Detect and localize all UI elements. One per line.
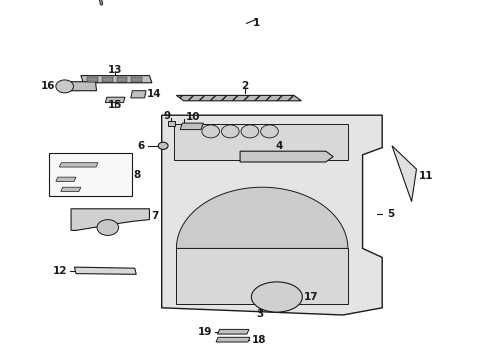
Text: 2: 2 [242, 81, 248, 91]
Circle shape [97, 220, 119, 235]
Polygon shape [56, 177, 76, 181]
Bar [102, 77, 113, 82]
Text: 9: 9 [163, 111, 170, 121]
Text: 17: 17 [304, 292, 318, 302]
Polygon shape [216, 337, 250, 342]
Polygon shape [392, 146, 416, 202]
Bar [49, 153, 132, 196]
Bar [117, 77, 127, 82]
Polygon shape [240, 151, 333, 162]
Ellipse shape [251, 282, 302, 312]
Text: 13: 13 [108, 65, 122, 75]
Polygon shape [176, 187, 348, 248]
Text: 1: 1 [252, 18, 260, 28]
Polygon shape [81, 76, 152, 83]
Polygon shape [168, 121, 175, 126]
Polygon shape [180, 123, 203, 130]
Circle shape [221, 125, 239, 138]
Polygon shape [174, 124, 348, 160]
Text: 11: 11 [419, 171, 434, 181]
Circle shape [202, 125, 220, 138]
Polygon shape [176, 248, 348, 304]
Text: 4: 4 [275, 141, 283, 151]
Text: 18: 18 [252, 335, 267, 345]
Polygon shape [176, 95, 301, 101]
Polygon shape [162, 115, 382, 315]
Polygon shape [218, 329, 249, 334]
Polygon shape [69, 82, 97, 91]
Bar [87, 77, 98, 82]
Polygon shape [71, 209, 149, 230]
Text: 10: 10 [186, 112, 201, 122]
Circle shape [158, 142, 168, 149]
Text: 7: 7 [151, 211, 158, 221]
Text: 5: 5 [387, 209, 394, 219]
Text: 19: 19 [198, 327, 212, 337]
Polygon shape [61, 187, 81, 192]
Polygon shape [59, 163, 98, 167]
Circle shape [56, 80, 74, 93]
Text: 8: 8 [134, 170, 141, 180]
Text: 16: 16 [40, 81, 55, 91]
Circle shape [241, 125, 259, 138]
Text: 14: 14 [147, 89, 162, 99]
Polygon shape [105, 97, 125, 103]
Text: 15: 15 [108, 100, 122, 110]
Text: 12: 12 [53, 266, 68, 276]
Circle shape [261, 125, 278, 138]
Text: 6: 6 [137, 141, 145, 151]
Polygon shape [74, 267, 136, 274]
Bar [131, 77, 142, 82]
Polygon shape [131, 91, 146, 98]
Text: 3: 3 [256, 309, 263, 319]
